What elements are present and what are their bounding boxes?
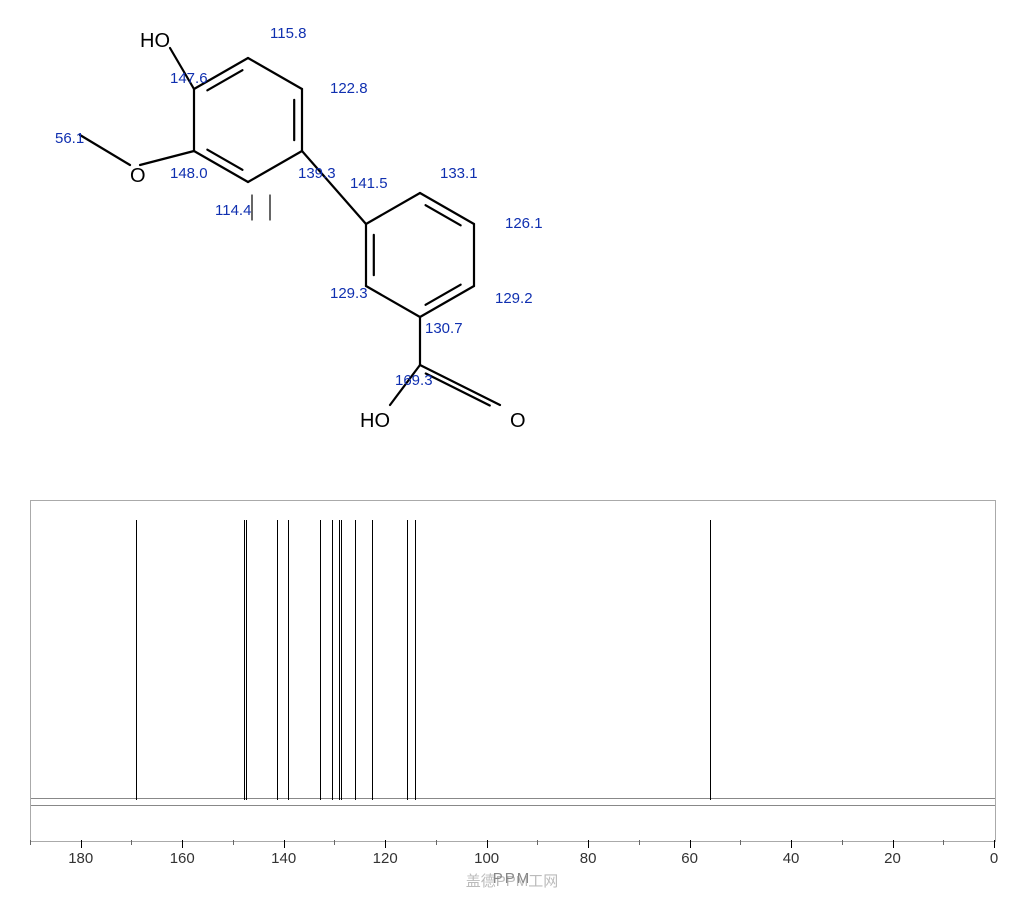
spectrum-peak (339, 520, 340, 800)
axis-tick-minor (233, 840, 234, 845)
chemical-shift-label: 133.1 (440, 165, 478, 182)
spectrum-peak (710, 520, 711, 800)
chemical-shift-label: 141.5 (350, 175, 388, 192)
nmr-spectrum-panel (30, 500, 996, 842)
axis-tick-major (385, 840, 386, 848)
chemical-shift-label: 147.6 (170, 70, 208, 87)
chemical-shift-label: 122.8 (330, 80, 368, 97)
axis-tick-label: 20 (884, 850, 901, 867)
spectrum-x-axis: 盖德PPM工网 PPM 180160140120100806040200 (30, 840, 994, 890)
axis-tick-major (690, 840, 691, 848)
chemical-shift-label: 129.2 (495, 290, 533, 307)
axis-tick-minor (943, 840, 944, 845)
chemical-shift-label: 169.3 (395, 372, 433, 389)
atom-label-O_dbl: O (510, 410, 526, 433)
atom-label-HO_acid: HO (360, 410, 390, 433)
axis-tick-major (284, 840, 285, 848)
spectrum-peak (246, 520, 247, 800)
axis-tick-label: 180 (68, 850, 93, 867)
axis-tick-label: 0 (990, 850, 998, 867)
axis-tick-major (893, 840, 894, 848)
molecule-structure: HO O HO O 115.8 147.6 122.8 56.1 148.0 139.3 114.4… (0, 0, 1024, 470)
axis-tick-minor (537, 840, 538, 845)
spectrum-peak (288, 520, 289, 800)
chemical-shift-label: 130.7 (425, 320, 463, 337)
axis-tick-minor (842, 840, 843, 845)
axis-tick-label: 60 (681, 850, 698, 867)
chemical-shift-label: 114.4 (215, 202, 251, 219)
axis-tick-major (791, 840, 792, 848)
axis-tick-label: 100 (474, 850, 499, 867)
spectrum-peak (244, 520, 245, 800)
spectrum-peak (407, 520, 408, 800)
chemical-shift-label: 148.0 (170, 165, 208, 182)
axis-tick-major (588, 840, 589, 848)
axis-tick-major (182, 840, 183, 848)
chemical-shift-label: 115.8 (270, 25, 306, 42)
axis-tick-label: 140 (271, 850, 296, 867)
axis-tick-minor (436, 840, 437, 845)
molecule-svg (0, 0, 1024, 470)
axis-tick-label: 80 (580, 850, 597, 867)
axis-tick-label: 40 (783, 850, 800, 867)
axis-tick-minor (334, 840, 335, 845)
axis-tick-label: 160 (170, 850, 195, 867)
axis-tick-minor (30, 840, 31, 845)
axis-title: PPM (493, 870, 532, 887)
axis-tick-major (487, 840, 488, 848)
spectrum-peak (320, 520, 321, 800)
chemical-shift-label: 139.3 (298, 165, 336, 182)
axis-tick-minor (131, 840, 132, 845)
spectrum-baseline (31, 798, 995, 806)
axis-tick-major (81, 840, 82, 848)
chemical-shift-label: 126.1 (505, 215, 543, 232)
chemical-shift-label: 129.3 (330, 285, 368, 302)
spectrum-peak (136, 520, 137, 800)
spectrum-peak (415, 520, 416, 800)
axis-tick-label: 120 (373, 850, 398, 867)
chemical-shift-label: 56.1 (55, 130, 84, 147)
spectrum-peak (355, 520, 356, 800)
spectrum-peak (277, 520, 278, 800)
axis-tick-major (994, 840, 995, 848)
atom-label-HO_top: HO (140, 30, 170, 53)
figure-container: HO O HO O 115.8 147.6 122.8 56.1 148.0 139.3 114.4… (0, 0, 1024, 900)
atom-label-O_meo: O (130, 165, 146, 188)
axis-tick-minor (639, 840, 640, 845)
spectrum-peak (332, 520, 333, 800)
spectrum-peak (372, 520, 373, 800)
axis-tick-minor (740, 840, 741, 845)
